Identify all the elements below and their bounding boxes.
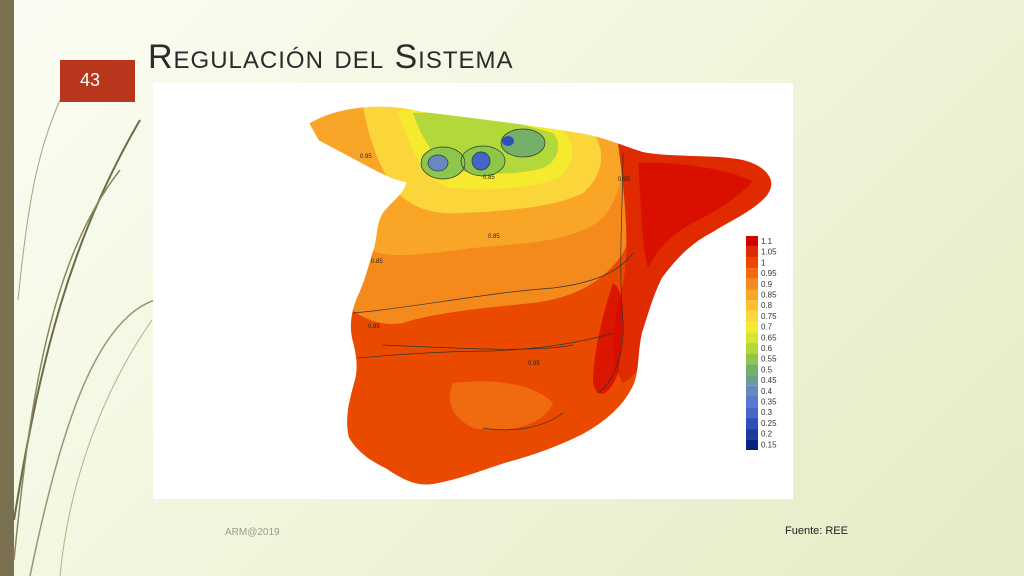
- legend-swatch: [746, 300, 758, 311]
- legend-swatch: [746, 321, 758, 333]
- footer-source: Fuente: REE: [785, 525, 848, 537]
- legend-swatch: [746, 439, 758, 450]
- legend-swatch: [746, 310, 758, 322]
- slide-title: Regulación del Sistema: [148, 38, 514, 76]
- legend-label: 0.8: [761, 301, 773, 310]
- legend-label: 0.7: [761, 323, 773, 332]
- legend-swatch: [746, 375, 758, 386]
- map-panel: 0.95 0.85 0.85 0.95 0.95 0.95 0.85 1.1 1.…: [153, 83, 793, 499]
- contour-label: 0.85: [371, 259, 383, 265]
- legend-swatch: [746, 278, 758, 290]
- legend-swatch: [746, 332, 758, 343]
- legend-label: 0.35: [761, 398, 777, 407]
- left-accent-bar: [0, 0, 14, 576]
- legend-label: 0.45: [761, 376, 777, 385]
- contour-label: 0.95: [618, 177, 630, 183]
- legend-label: 0.9: [761, 280, 773, 289]
- contour-label: 0.95: [360, 154, 372, 160]
- color-legend: 1.1 1.051 0.95 0.9 0.850.8 0.75 0.70.65 0.6 0.55…: [746, 236, 777, 450]
- legend-swatch: [746, 268, 758, 279]
- legend-swatch: [746, 289, 758, 301]
- legend-swatch: [746, 236, 758, 247]
- decorative-swooshes: [13, 99, 156, 576]
- legend-label: 0.95: [761, 269, 777, 278]
- contour-label: 0.95: [368, 324, 380, 330]
- legend-swatch: [746, 407, 758, 418]
- slide-number: 43: [80, 70, 101, 90]
- legend-swatch: [746, 396, 758, 408]
- legend-label: 0.4: [761, 387, 773, 396]
- legend-swatch: [746, 428, 758, 440]
- legend-swatch: [746, 364, 758, 376]
- legend-label: 0.85: [761, 291, 777, 300]
- contour-label: 0.85: [483, 175, 495, 181]
- legend-label: 0.6: [761, 344, 773, 353]
- contour-labels: 0.95 0.85 0.85 0.95 0.95 0.95 0.85: [360, 154, 630, 367]
- legend-swatch: [746, 353, 758, 365]
- legend-label: 1.05: [761, 248, 777, 257]
- legend-swatch: [746, 417, 758, 429]
- legend-label: 0.65: [761, 333, 777, 342]
- legend-label: 0.75: [761, 312, 777, 321]
- contour-label: 0.85: [488, 234, 500, 240]
- slide-number-badge: 43: [60, 60, 135, 102]
- legend-swatch: [746, 257, 758, 269]
- legend-swatch: [746, 343, 758, 354]
- legend-label: 0.25: [761, 419, 777, 428]
- legend-label: 0.3: [761, 408, 773, 417]
- badge-arrow: [135, 60, 147, 102]
- legend-label: 0.5: [761, 365, 773, 374]
- footer-copyright: ARM@2019: [225, 527, 280, 538]
- legend-swatch: [746, 385, 758, 397]
- legend-label: 1.1: [761, 237, 773, 246]
- spain-voltage-map: 0.95 0.85 0.85 0.95 0.95 0.95 0.85 1.11.…: [306, 104, 777, 487]
- legend-label: 1: [761, 258, 766, 267]
- legend-label: 0.55: [761, 355, 777, 364]
- legend-swatch: [746, 246, 758, 258]
- legend-label: 0.15: [761, 440, 777, 449]
- legend-label: 0.2: [761, 430, 773, 439]
- contour-label: 0.95: [528, 361, 540, 367]
